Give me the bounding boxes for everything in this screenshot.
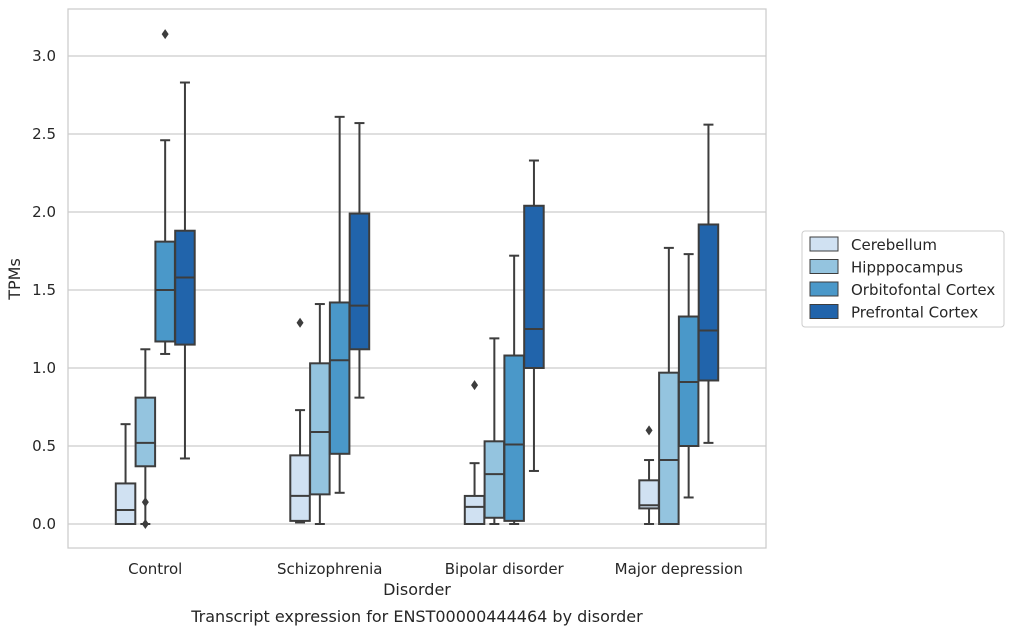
legend-swatch: [809, 236, 839, 252]
box: [309, 362, 331, 496]
box: [134, 396, 157, 468]
box-plot-series: [114, 29, 720, 529]
box-group: [658, 246, 680, 525]
box: [289, 454, 311, 522]
legend-label: Hipppocampus: [851, 259, 963, 277]
x-axis-title: Disorder: [383, 580, 451, 599]
x-tick-label: Major depression: [615, 560, 743, 578]
box-group: [134, 348, 157, 529]
x-axis-ticks: Control Schizophrenia Bipolar disorder Majo…: [128, 560, 743, 578]
box-group: [638, 425, 660, 525]
chart-caption: Transcript expression for ENST0000044446…: [190, 607, 643, 626]
box: [114, 482, 137, 526]
outlier-point: [471, 380, 479, 391]
box-group: [677, 253, 700, 499]
y-tick-label: 0.5: [32, 437, 56, 455]
outlier-point: [141, 519, 149, 529]
legend-swatch: [809, 304, 839, 319]
box-group: [523, 159, 545, 472]
legend-frame: [801, 230, 1005, 328]
box: [174, 229, 196, 346]
outlier-point: [141, 497, 149, 508]
box-group: [697, 123, 720, 444]
y-axis-ticks: 0.0 0.5 1.0 1.5 2.0 2.5 3.0: [32, 47, 56, 533]
y-tick-label: 3.0: [32, 47, 56, 65]
outlier-point: [645, 425, 653, 436]
box: [638, 479, 660, 510]
box-group: [174, 81, 196, 460]
box-group: [154, 29, 176, 355]
legend-swatch: [809, 281, 839, 297]
box-group: [289, 317, 311, 524]
box-group: [309, 303, 331, 525]
y-tick-label: 2.0: [32, 203, 56, 221]
outlier-point: [161, 29, 169, 40]
plot-area-frame: [67, 8, 767, 549]
box: [697, 223, 720, 382]
y-tick-label: 1.5: [32, 281, 56, 299]
box-group: [348, 122, 371, 399]
box-group: [483, 337, 506, 525]
box-group: [328, 115, 351, 494]
y-tick-label: 1.0: [32, 359, 56, 377]
box-group: [114, 423, 137, 526]
legend-label: Prefrontal Cortex: [851, 304, 978, 322]
box-group: [503, 254, 525, 525]
legend-label: Orbitofontal Cortex: [851, 281, 995, 299]
box: [328, 301, 351, 455]
x-tick-label: Schizophrenia: [277, 560, 382, 578]
legend: Cerebellum Hipppocampus Orbitofontal Corte…: [801, 230, 1005, 328]
outlier-point: [296, 317, 304, 328]
box: [503, 354, 525, 522]
box-group: [463, 380, 486, 526]
legend-swatch: [809, 259, 839, 274]
box: [154, 240, 176, 343]
box: [348, 212, 371, 351]
x-tick-label: Control: [128, 560, 182, 578]
box: [483, 440, 506, 519]
y-tick-label: 2.5: [32, 125, 56, 143]
x-tick-label: Bipolar disorder: [445, 560, 565, 578]
box: [463, 494, 486, 526]
y-tick-label: 0.0: [32, 515, 56, 533]
y-axis-title: TPMs: [5, 258, 24, 301]
legend-label: Cerebellum: [851, 236, 937, 254]
box: [523, 204, 545, 369]
box: [658, 371, 680, 525]
